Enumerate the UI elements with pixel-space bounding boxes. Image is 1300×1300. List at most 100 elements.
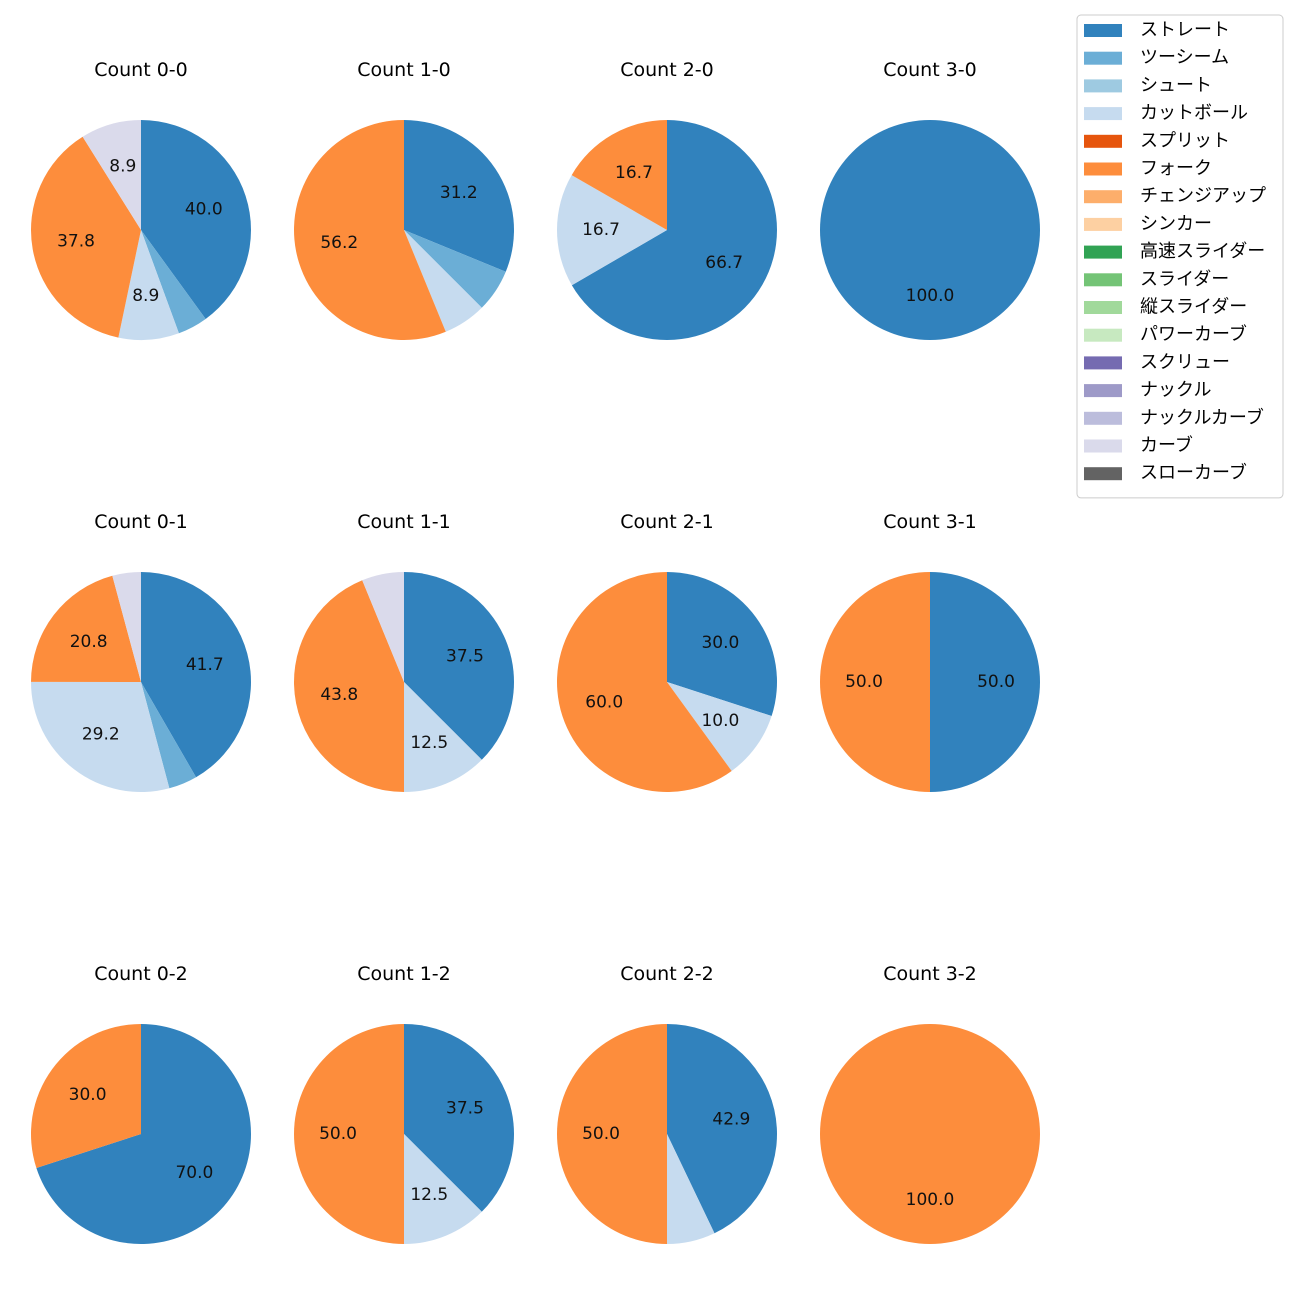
legend-label: シュート xyxy=(1140,75,1212,96)
legend-label: スクリュー xyxy=(1140,352,1230,373)
pie-title: Count 2-2 xyxy=(620,963,714,985)
slice-label: 12.5 xyxy=(410,733,448,753)
slice-label: 41.7 xyxy=(186,655,224,675)
legend-label: ストレート xyxy=(1140,20,1230,41)
pie-slice xyxy=(118,230,179,340)
pie-count-0-2: Count 0-2 70.0 30.0 xyxy=(30,963,252,1244)
legend-swatch xyxy=(1084,51,1122,65)
pie-slice xyxy=(31,575,141,682)
legend-swatch xyxy=(1084,356,1122,370)
pie-count-1-2: Count 1-2 37.5 12.5 50.0 xyxy=(294,963,514,1244)
pie-slice xyxy=(557,1024,667,1244)
legend-label: ナックルカーブ xyxy=(1140,406,1264,428)
slice-label: 16.7 xyxy=(582,220,620,240)
legend-label: ナックル xyxy=(1140,380,1211,401)
legend-swatch xyxy=(1084,301,1122,314)
pie-count-2-2: Count 2-2 42.9 50.0 xyxy=(557,963,777,1244)
legend-label: 高速スライダー xyxy=(1140,241,1265,262)
pie-title: Count 1-2 xyxy=(357,963,451,985)
legend-label: カットボール xyxy=(1140,103,1248,124)
pie-slice xyxy=(294,580,404,792)
pie-slice xyxy=(293,120,446,340)
legend-swatch xyxy=(1084,328,1122,342)
pie-slice xyxy=(30,1024,141,1168)
pie-slice xyxy=(404,1024,514,1212)
slice-label: 37.5 xyxy=(446,647,484,667)
slice-label: 50.0 xyxy=(845,672,883,692)
pie-slice xyxy=(820,120,1040,340)
pie-title: Count 0-0 xyxy=(94,59,188,81)
pie-title: Count 2-1 xyxy=(620,511,714,533)
slice-label: 37.5 xyxy=(446,1099,484,1119)
slice-label: 20.8 xyxy=(70,632,108,652)
pie-slice xyxy=(404,230,506,308)
legend-swatch xyxy=(1084,190,1122,204)
pie-slice xyxy=(404,230,482,332)
legend-label: パワーカーブ xyxy=(1140,323,1247,345)
slice-label: 37.8 xyxy=(57,232,95,252)
legend-label: チェンジアップ xyxy=(1140,186,1266,207)
pie-slice xyxy=(404,572,514,760)
pie-slice xyxy=(571,120,777,340)
legend-swatch xyxy=(1084,24,1122,37)
pie-count-3-1: Count 3-1 50.0 50.0 xyxy=(820,511,1040,792)
slice-label: 29.2 xyxy=(82,724,120,744)
pie-slice xyxy=(667,572,777,716)
pie-count-3-2: Count 3-2 100.0 xyxy=(820,963,1040,1244)
pie-slice xyxy=(667,1134,715,1244)
slice-label: 12.5 xyxy=(410,1185,448,1205)
slice-label: 66.7 xyxy=(705,253,743,273)
slice-label: 100.0 xyxy=(906,286,955,306)
slice-label: 10.0 xyxy=(701,711,739,731)
pie-title: Count 3-1 xyxy=(883,511,977,533)
legend: ストレートツーシームシュートカットボールスプリットフォークチェンジアップシンカー… xyxy=(1076,14,1284,499)
slice-label: 50.0 xyxy=(582,1124,620,1144)
pie-title: Count 0-1 xyxy=(94,511,188,533)
pie-title: Count 3-0 xyxy=(883,59,977,81)
pie-title: Count 1-1 xyxy=(357,511,451,533)
pie-slice xyxy=(404,1134,482,1244)
pie-slice xyxy=(141,120,252,319)
legend-label: スライダー xyxy=(1140,269,1229,290)
pie-title: Count 0-2 xyxy=(94,963,188,985)
pie-slice xyxy=(362,572,404,682)
slice-label: 70.0 xyxy=(175,1163,213,1183)
pie-count-0-1: Count 0-1 41.7 29.2 20.8 xyxy=(31,511,251,793)
pie-slice xyxy=(667,682,772,771)
pie-slice xyxy=(820,1024,1040,1244)
slice-label: 40.0 xyxy=(185,200,223,220)
slice-label: 100.0 xyxy=(906,1190,955,1210)
slice-label: 50.0 xyxy=(319,1124,357,1144)
slice-label: 16.7 xyxy=(615,163,653,183)
legend-swatch xyxy=(1084,411,1122,425)
slice-label: 56.2 xyxy=(320,233,358,253)
pie-slice xyxy=(556,175,667,286)
pie-count-1-0: Count 1-0 31.2 56.2 xyxy=(293,59,514,340)
pie-title: Count 2-0 xyxy=(620,59,714,81)
pie-slice xyxy=(141,230,206,334)
slice-label: 60.0 xyxy=(585,692,623,712)
slice-label: 30.0 xyxy=(69,1085,107,1105)
slice-label: 42.9 xyxy=(712,1109,750,1129)
pie-slice xyxy=(82,120,141,230)
legend-swatch xyxy=(1084,162,1122,176)
legend-swatch xyxy=(1084,439,1122,453)
legend-label: スローカーブ xyxy=(1140,462,1247,484)
legend-swatch xyxy=(1084,384,1122,398)
pie-slice xyxy=(404,120,514,272)
legend-swatch xyxy=(1084,79,1122,93)
slice-label: 43.8 xyxy=(320,685,358,705)
slice-label: 50.0 xyxy=(977,672,1015,692)
pie-slice xyxy=(31,136,141,338)
pie-count-2-1: Count 2-1 30.0 10.0 60.0 xyxy=(557,511,777,792)
legend-label: 縦スライダー xyxy=(1140,297,1247,318)
pie-slice xyxy=(820,572,930,792)
slice-label: 8.9 xyxy=(132,286,159,306)
pie-title: Count 1-0 xyxy=(357,59,451,81)
slice-label: 8.9 xyxy=(109,157,136,177)
pie-slice xyxy=(294,1024,404,1244)
legend-label: カーブ xyxy=(1140,434,1193,456)
pie-slice xyxy=(112,572,141,682)
legend-label: スプリット xyxy=(1140,130,1230,151)
